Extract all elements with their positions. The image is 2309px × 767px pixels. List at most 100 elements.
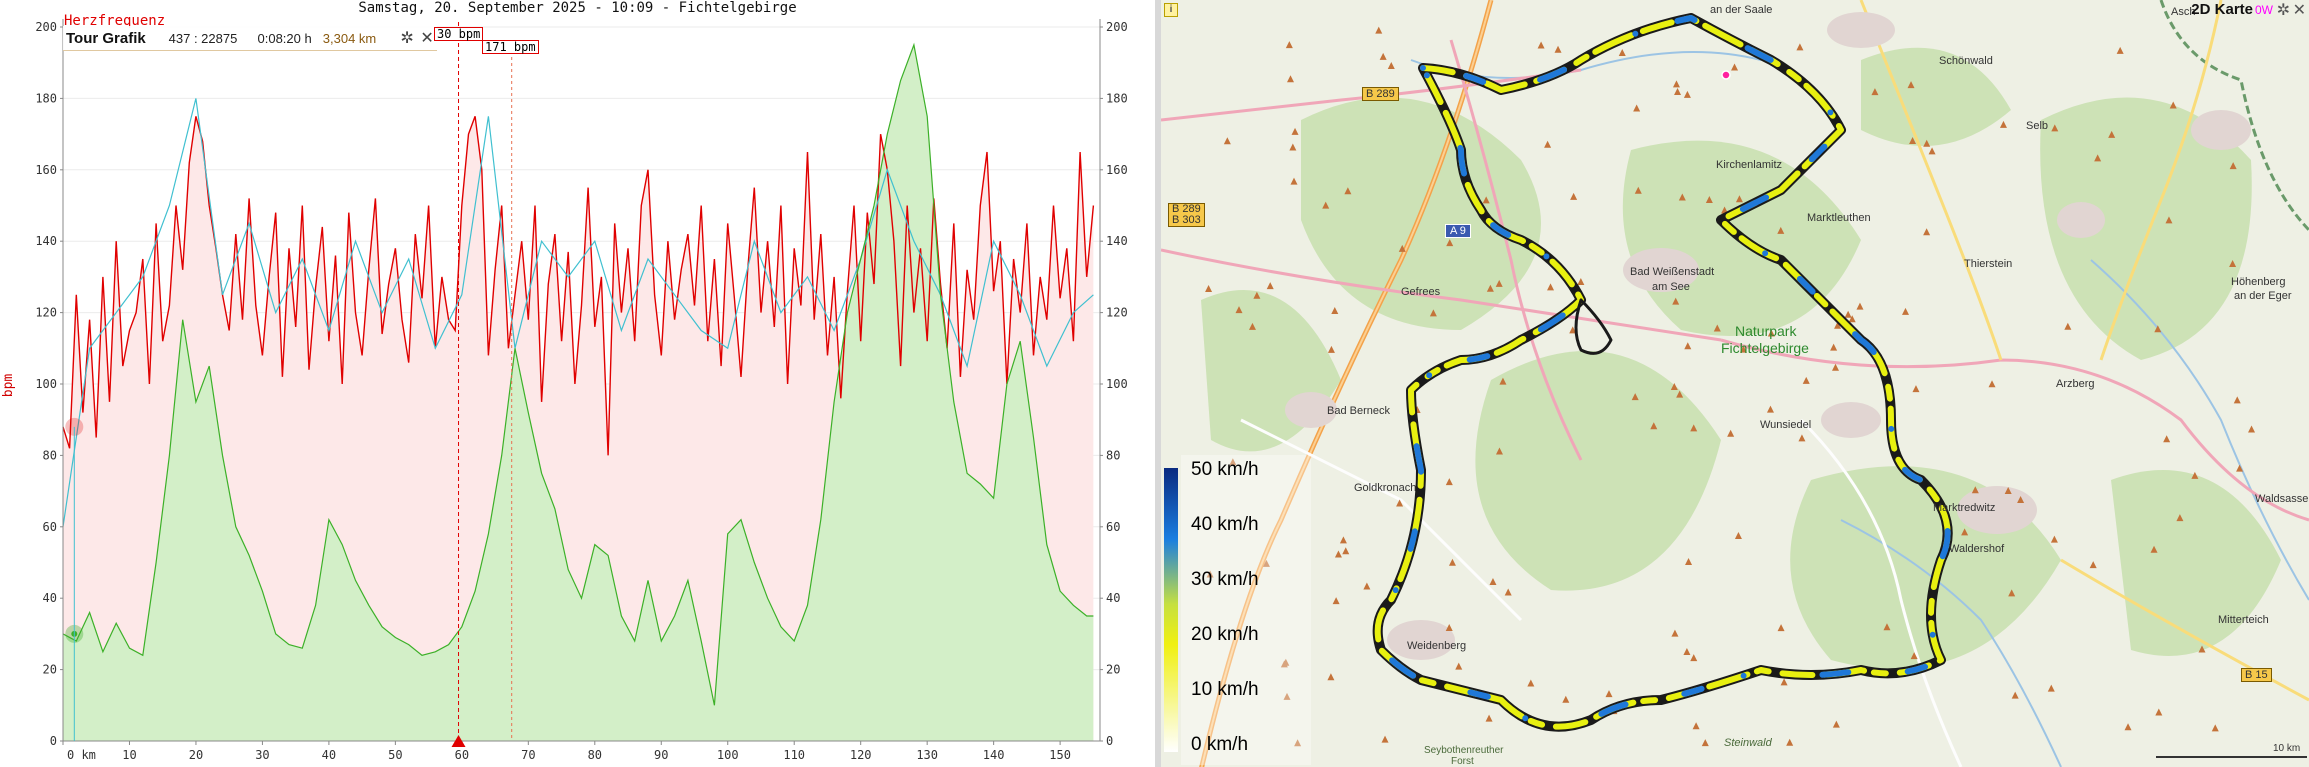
peak-icon bbox=[1909, 136, 1917, 144]
legend-entry-10: 10 km/h bbox=[1191, 679, 1259, 701]
peak-icon bbox=[2165, 216, 2173, 224]
map-label-an-der-saale: an der Saale bbox=[1710, 4, 1773, 16]
legend-value: 40 bbox=[1191, 514, 1213, 535]
peak-icon bbox=[1798, 434, 1806, 442]
peak-icon bbox=[1923, 139, 1931, 147]
peak-icon bbox=[1777, 226, 1785, 234]
peak-icon bbox=[1912, 385, 1920, 393]
peak-icon bbox=[2236, 464, 2244, 472]
peak-icon bbox=[2017, 496, 2025, 504]
scale-bar-label: 10 km bbox=[2273, 743, 2301, 754]
map-label-bad-berneck: Bad Berneck bbox=[1327, 405, 1390, 417]
map-label-weidenberg: Weidenberg bbox=[1407, 640, 1467, 652]
map-label-seybothenreuther: Seybothenreuther bbox=[1424, 745, 1504, 756]
peak-icon bbox=[2011, 691, 2019, 699]
map-canvas[interactable] bbox=[1161, 0, 2309, 767]
map-label-gefrees: Gefrees bbox=[1401, 286, 1441, 298]
map-label-selb: Selb bbox=[2026, 120, 2049, 132]
heart-rate-chart[interactable]: 0 0 20 20 40 40 60 60 80 80 100 100 120 120 140 140 160 1… bbox=[0, 0, 1155, 767]
legend-entry-30: 30 km/h bbox=[1191, 569, 1259, 591]
map-label-thierstein: Thierstein bbox=[1964, 258, 2013, 270]
peak-icon bbox=[1780, 678, 1788, 686]
peak-icon bbox=[1902, 307, 1909, 315]
peak-icon bbox=[1499, 377, 1507, 385]
peak-icon bbox=[1327, 345, 1335, 353]
peak-icon bbox=[1290, 177, 1298, 185]
peak-icon bbox=[1544, 140, 1552, 148]
peak-icon bbox=[1831, 363, 1839, 371]
map-2d-panel[interactable]: i an der Saale Asch Schönwald Selb B 289… bbox=[1161, 0, 2309, 767]
peak-icon bbox=[1685, 557, 1693, 565]
peak-icon bbox=[1332, 597, 1340, 605]
peak-icon bbox=[1766, 405, 1774, 413]
peak-icon bbox=[1690, 654, 1698, 662]
peak-icon bbox=[2050, 535, 2058, 543]
peak-icon bbox=[1674, 88, 1682, 96]
peak-icon bbox=[2169, 101, 2177, 109]
peak-icon bbox=[1562, 695, 1570, 703]
road-shield-label: B 289 bbox=[1172, 203, 1201, 215]
y-tick-label-right: 140 bbox=[1106, 234, 1128, 248]
cursor-slider-handle[interactable] bbox=[451, 735, 466, 747]
map-label-forst: Forst bbox=[1451, 756, 1474, 767]
tour-info-box: Tour Grafik 437 : 22875 0:08:20 h 3,304 … bbox=[63, 26, 437, 51]
peak-icon bbox=[1381, 735, 1389, 743]
peak-icon bbox=[1634, 186, 1642, 194]
y-tick-label-left: 100 bbox=[35, 377, 57, 391]
peak-icon bbox=[2233, 396, 2241, 404]
peak-icon bbox=[1379, 52, 1387, 60]
peak-icon bbox=[1446, 239, 1454, 247]
x-tick-label: 30 bbox=[255, 748, 269, 762]
peak-icon bbox=[2094, 154, 2102, 162]
y-tick-label-left: 140 bbox=[35, 234, 57, 248]
y-tick-label-right: 120 bbox=[1106, 306, 1128, 320]
peak-icon bbox=[1650, 422, 1658, 430]
map-label-kirchenlamitz: Kirchenlamitz bbox=[1716, 159, 1783, 171]
peak-icon bbox=[1569, 326, 1577, 334]
peak-icon bbox=[1283, 692, 1291, 700]
close-icon[interactable]: ✕ bbox=[420, 30, 434, 47]
peak-icon bbox=[1670, 382, 1678, 390]
chart-markers bbox=[65, 22, 513, 747]
map-label-hoehenberg: Höhenberg bbox=[2231, 276, 2286, 288]
peak-icon bbox=[1527, 679, 1535, 687]
x-tick-label: 100 bbox=[717, 748, 739, 762]
peak-icon bbox=[2163, 435, 2171, 443]
peak-icon bbox=[1633, 104, 1641, 112]
map-label-marktredwitz: Marktredwitz bbox=[1933, 502, 1996, 514]
chart-fills bbox=[63, 44, 1094, 742]
peak-icon bbox=[1832, 720, 1840, 728]
peak-icon bbox=[2191, 471, 2199, 479]
peak-icon bbox=[1796, 43, 1804, 51]
legend-value: 20 bbox=[1191, 624, 1213, 645]
peak-icon bbox=[1618, 48, 1626, 56]
y-tick-label-right: 60 bbox=[1106, 520, 1120, 534]
peak-icon bbox=[1327, 673, 1335, 681]
panel-splitter[interactable] bbox=[1155, 0, 1161, 767]
map-label-waldershof: Waldershof bbox=[1949, 543, 2005, 555]
peak-icon bbox=[1923, 228, 1931, 236]
x-tick-label: 120 bbox=[850, 748, 872, 762]
cursor-bpm-label: 30 bpm bbox=[434, 27, 484, 41]
road-shield-b289-b303: B 289 B 303 bbox=[1168, 203, 1205, 227]
peak-icon bbox=[1671, 629, 1679, 637]
peak-icon bbox=[1910, 652, 1918, 660]
gear-icon[interactable]: ✲ bbox=[400, 30, 414, 47]
peak-icon bbox=[1363, 582, 1371, 590]
close-icon[interactable]: ✕ bbox=[2292, 2, 2306, 19]
peak-icon bbox=[1504, 588, 1512, 596]
peak-icon bbox=[1570, 192, 1578, 200]
legend-unit: km/h bbox=[1217, 459, 1259, 480]
peak-icon bbox=[1928, 147, 1936, 155]
peak-icon bbox=[1735, 195, 1743, 203]
info-icon[interactable]: i bbox=[1164, 3, 1178, 17]
legend-entry-0: 0 km/h bbox=[1191, 734, 1248, 756]
peak-icon bbox=[1999, 120, 2007, 128]
gear-icon[interactable]: ✲ bbox=[2276, 2, 2290, 19]
legend-unit: km/h bbox=[1217, 569, 1259, 590]
map-label-schoenwald: Schönwald bbox=[1939, 55, 1993, 67]
peak-icon bbox=[1786, 738, 1794, 746]
segment-distance: 3,304 km bbox=[322, 30, 377, 46]
peak-icon bbox=[2229, 259, 2237, 267]
peak-icon bbox=[2124, 723, 2132, 731]
